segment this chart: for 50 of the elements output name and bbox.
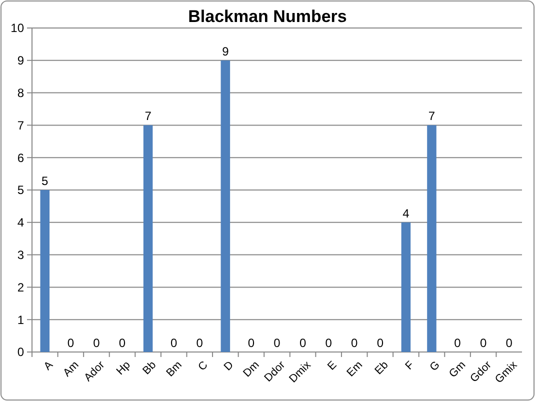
data-label: 7 — [144, 109, 152, 124]
x-tick-label: A — [42, 358, 56, 373]
y-tick-label: 6 — [17, 150, 24, 165]
x-tick-label: Em — [344, 359, 365, 380]
data-label: 5 — [42, 174, 49, 188]
bar — [220, 60, 230, 352]
y-tick-label: 1 — [17, 312, 24, 327]
x-tick-label: F — [403, 358, 417, 372]
x-tick-label: C — [196, 359, 210, 374]
data-label: 7 — [428, 109, 436, 124]
data-label: 0 — [376, 336, 384, 350]
bar — [401, 222, 411, 352]
y-tick-label: 4 — [17, 216, 24, 230]
y-tick-label: 0 — [17, 345, 24, 360]
y-tick-label: 3 — [17, 248, 24, 262]
y-tick-label: 2 — [17, 280, 24, 294]
x-tick-label: Hp — [114, 359, 133, 378]
data-label: 0 — [351, 336, 358, 350]
x-tick-label: G — [428, 359, 442, 374]
y-tick-label: 7 — [17, 118, 24, 132]
y-tick-label: 5 — [17, 183, 24, 198]
x-tick-label: Dm — [241, 359, 262, 380]
data-label: 0 — [506, 336, 513, 350]
data-label: 0 — [299, 336, 306, 350]
data-label: 0 — [325, 336, 332, 350]
data-label: 0 — [118, 336, 126, 350]
bar — [40, 190, 50, 352]
data-label: 0 — [93, 336, 100, 350]
bar — [143, 125, 153, 352]
data-label: 9 — [222, 44, 230, 58]
data-label: 4 — [402, 206, 410, 220]
data-label: 0 — [480, 336, 487, 350]
y-tick-label: 9 — [17, 54, 24, 68]
x-tick-label: Am — [61, 359, 82, 380]
data-label: 0 — [67, 336, 74, 350]
data-label: 0 — [196, 336, 204, 350]
x-tick-label: Bm — [164, 359, 184, 380]
bar — [427, 125, 436, 352]
x-tick-label: D — [222, 359, 236, 374]
y-tick-label: 10 — [10, 21, 24, 36]
x-tick-label: Gm — [447, 359, 468, 380]
data-label: 0 — [454, 336, 462, 350]
y-tick-label: 8 — [17, 86, 24, 100]
chart-title: Blackman Numbers — [188, 7, 347, 26]
x-tick-label: E — [325, 359, 340, 373]
data-label: 0 — [274, 336, 281, 350]
x-tick-label: Eb — [372, 359, 391, 378]
x-tick-label: Bb — [140, 359, 159, 378]
data-label: 0 — [248, 336, 255, 350]
data-label: 0 — [170, 336, 178, 350]
